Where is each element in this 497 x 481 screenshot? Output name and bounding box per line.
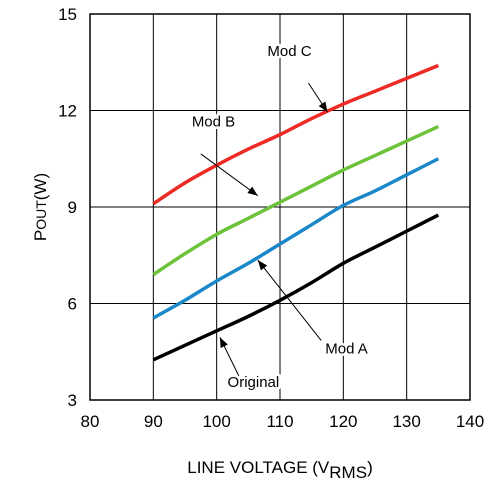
series-line-mod-a — [152, 157, 440, 320]
annotation-arrow-line-mod-b — [200, 153, 259, 197]
x-tick-label-100: 100 — [202, 412, 230, 431]
y-tick-label-9: 9 — [68, 198, 77, 217]
annotation-label-halo-mod-b: Mod B — [192, 114, 235, 131]
series-line-mod-b — [152, 124, 440, 277]
series-line-mod-c — [152, 63, 439, 206]
y-tick-labels: 3 6 9 12 15 — [58, 5, 77, 410]
x-tick-label-140: 140 — [456, 412, 484, 431]
annotation-arrowhead-mod-c — [318, 101, 328, 113]
x-tick-labels: 80 90 100 110 120 130 140 — [81, 412, 485, 431]
x-tick-label-120: 120 — [329, 412, 357, 431]
y-axis-title-main: P — [31, 230, 50, 241]
annotation-label-mod-a: Mod A — [325, 340, 368, 357]
y-tick-label-3: 3 — [68, 391, 77, 410]
plot-frame — [89, 13, 471, 401]
x-tick-label-110: 110 — [266, 412, 293, 431]
annotation-label-original: Original — [228, 374, 280, 391]
y-tick-label-6: 6 — [68, 295, 77, 314]
y-axis-title: POUT(W) — [31, 173, 50, 241]
x-tick-label-80: 80 — [81, 412, 100, 431]
annotation-label-mod-c: Mod C — [267, 43, 311, 60]
y-axis-title-subscript: OUT — [33, 200, 49, 230]
grid-lines — [90, 14, 470, 400]
x-axis-title: LINE VOLTAGE (VRMS) — [187, 458, 372, 481]
x-axis-title-main: LINE VOLTAGE (V — [187, 458, 330, 477]
x-axis-title-close: ) — [367, 458, 373, 477]
series-lines — [152, 63, 440, 362]
annotation-label-halo-mod-c: Mod C — [267, 43, 311, 60]
y-axis-title-unit: (W) — [31, 173, 50, 200]
series-line-original — [152, 213, 440, 362]
x-tick-label-130: 130 — [392, 412, 420, 431]
annotation-label-mod-b: Mod B — [192, 114, 235, 131]
x-axis-title-subscript: RMS — [329, 463, 367, 481]
x-tick-label-90: 90 — [144, 412, 163, 431]
y-tick-label-15: 15 — [58, 5, 77, 24]
annotation-arrowhead-mod-a — [257, 260, 268, 271]
annotation-label-halo-original: Original — [228, 374, 280, 391]
y-tick-label-12: 12 — [58, 102, 77, 121]
annotation-label-halo-mod-a: Mod A — [325, 340, 368, 357]
annotation-arrow-line-mod-a — [257, 259, 322, 341]
annotation-arrowhead-original — [219, 337, 228, 349]
annotation-arrowhead-mod-b — [247, 186, 258, 196]
